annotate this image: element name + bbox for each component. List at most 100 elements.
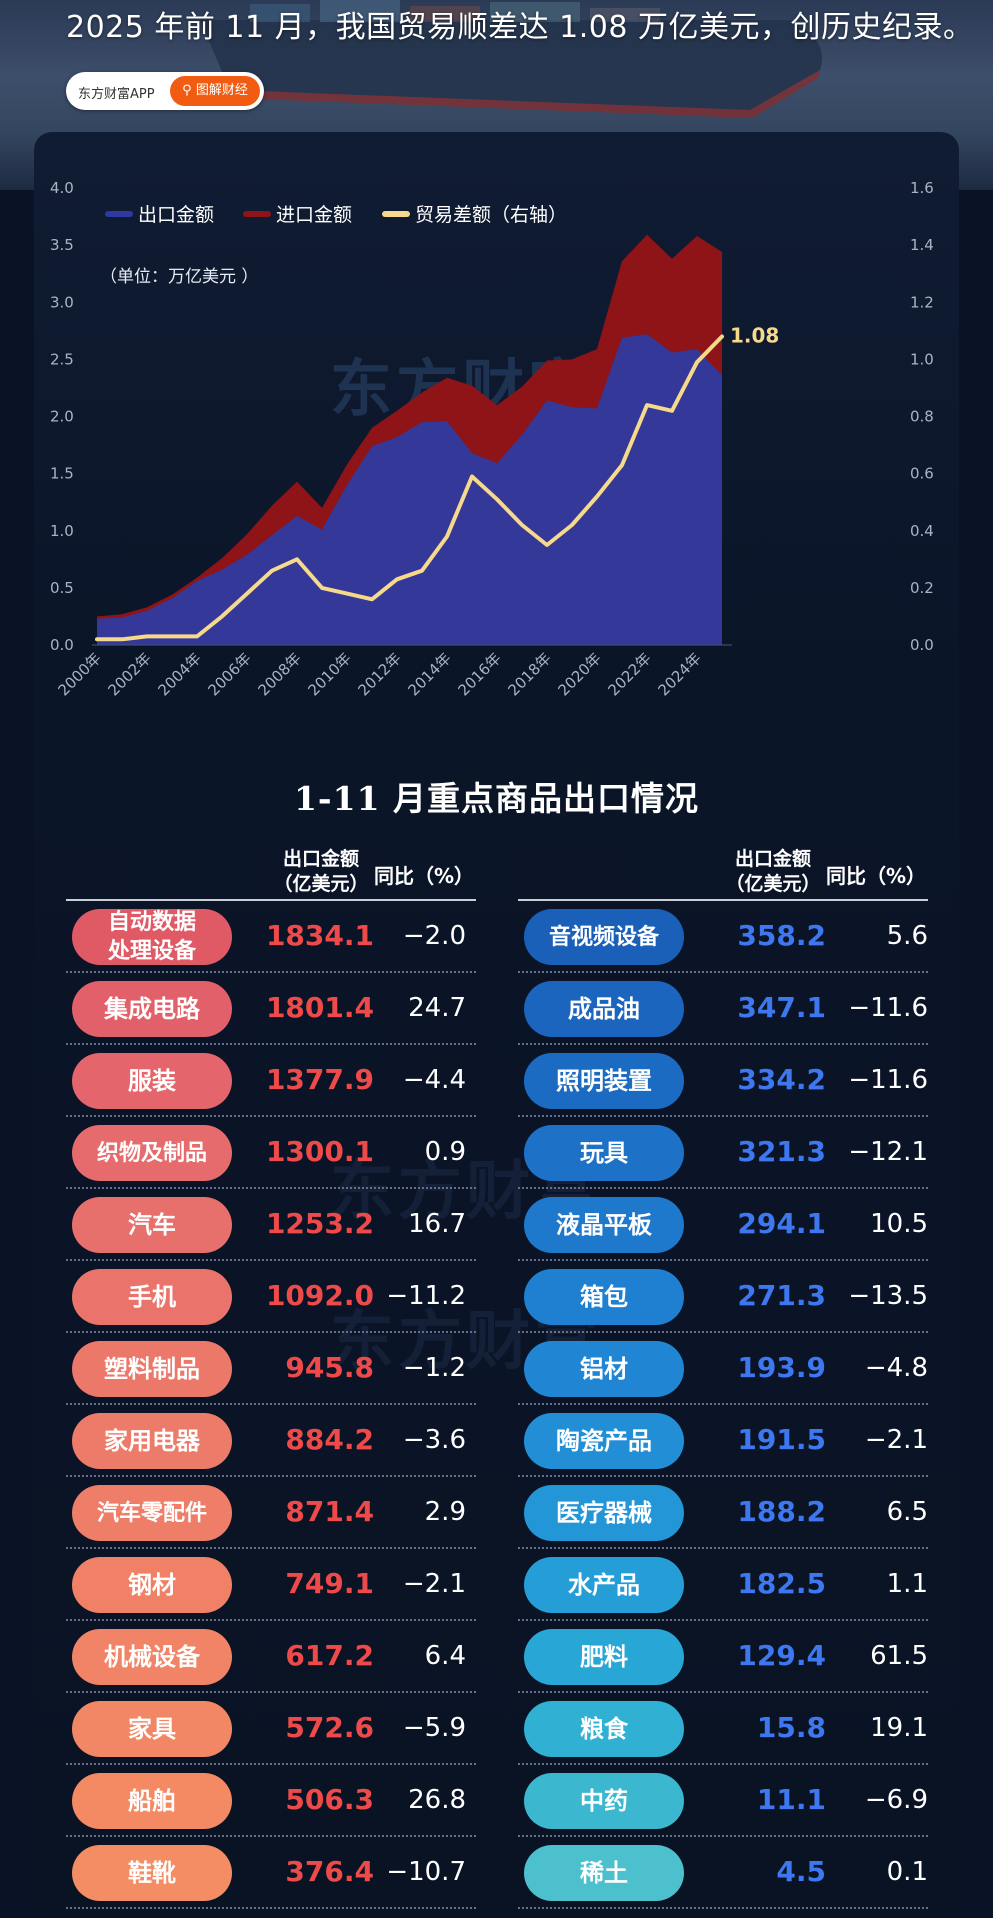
yoy-change: −2.1 xyxy=(402,1569,466,1599)
x-tick-label: 2006年 xyxy=(204,649,254,699)
y-left-tick-label: 4.0 xyxy=(50,179,74,197)
product-name-pill: 汽车 xyxy=(72,1197,232,1253)
balance-point xyxy=(470,475,474,478)
table-row: 稀土 4.5 0.1 xyxy=(518,1837,928,1909)
yoy-change: 6.5 xyxy=(886,1497,928,1527)
balance-point xyxy=(545,543,549,547)
header-value: 出口金额 （亿美元） xyxy=(273,848,369,895)
yoy-change: −4.4 xyxy=(402,1065,466,1095)
balance-point xyxy=(270,569,274,573)
export-value: 358.2 xyxy=(737,919,826,952)
ship-illustration xyxy=(200,0,822,118)
header-yoy: 同比（%） xyxy=(825,864,927,888)
y-left-tick-label: 2.5 xyxy=(50,350,74,368)
yoy-change: 16.7 xyxy=(408,1209,466,1239)
headline: 2025 年前 11 月，我国贸易顺差达 1.08 万亿美元，创历史纪录。 xyxy=(66,10,974,45)
balance-end-label: 1.08 xyxy=(730,324,779,348)
product-name-pill: 钢材 xyxy=(72,1557,232,1613)
tag-button[interactable]: ⚲ 图解财经 xyxy=(170,76,260,106)
yoy-change: 26.8 xyxy=(408,1785,466,1815)
table-row: 中药 11.1 −6.9 xyxy=(518,1765,928,1837)
product-name-pill: 照明装置 xyxy=(524,1053,684,1109)
export-value: 1377.9 xyxy=(265,1063,374,1096)
yoy-change: −3.6 xyxy=(402,1425,466,1455)
export-value: 321.3 xyxy=(737,1135,826,1168)
yoy-change: −2.0 xyxy=(402,921,466,951)
table-row: 照明装置 334.2 −11.6 xyxy=(518,1045,928,1117)
export-value: 1253.2 xyxy=(265,1207,374,1240)
yoy-change: 0.1 xyxy=(886,1857,928,1887)
table-row: 粮食 15.8 19.1 xyxy=(518,1693,928,1765)
product-name-pill: 玩具 xyxy=(524,1125,684,1181)
search-icon: ⚲ xyxy=(182,83,192,98)
table-row: 服装 1377.9 −4.4 xyxy=(66,1045,476,1117)
product-name-pill: 汽车零配件 xyxy=(72,1485,232,1541)
export-value: 182.5 xyxy=(737,1567,826,1600)
balance-point xyxy=(420,569,424,573)
yoy-change: 1.1 xyxy=(886,1569,928,1599)
balance-point xyxy=(395,577,399,581)
balance-point xyxy=(370,597,374,601)
export-value: 884.2 xyxy=(285,1423,374,1456)
legend-label: 进口金额 xyxy=(276,204,352,226)
yoy-change: −11.6 xyxy=(848,1065,928,1095)
balance-point xyxy=(495,497,499,501)
table-row: 塑料制品 945.8 −1.2 xyxy=(66,1333,476,1405)
table-row: 箱包 271.3 −13.5 xyxy=(518,1261,928,1333)
yoy-change: −4.8 xyxy=(864,1353,928,1383)
table-header: 出口金额 （亿美元） 同比（%） xyxy=(66,845,476,899)
yoy-change: −10.7 xyxy=(386,1857,466,1887)
product-name-pill: 织物及制品 xyxy=(72,1125,232,1181)
table-row: 鞋靴 376.4 −10.7 xyxy=(66,1837,476,1909)
table-row: 机械设备 617.2 6.4 xyxy=(66,1621,476,1693)
export-value: 376.4 xyxy=(285,1855,374,1888)
app-badge[interactable]: 东方财富APP ⚲ 图解财经 xyxy=(66,72,264,110)
x-tick-label: 2000年 xyxy=(54,649,104,699)
product-name-pill: 家用电器 xyxy=(72,1413,232,1469)
export-value: 271.3 xyxy=(737,1279,826,1312)
yoy-change: 0.9 xyxy=(424,1137,466,1167)
table-row: 汽车 1253.2 16.7 xyxy=(66,1189,476,1261)
export-value: 334.2 xyxy=(737,1063,826,1096)
table-row: 水产品 182.5 1.1 xyxy=(518,1549,928,1621)
product-name-pill: 鞋靴 xyxy=(72,1845,232,1901)
table-row: 家用电器 884.2 −3.6 xyxy=(66,1405,476,1477)
y-right-tick-label: 0.2 xyxy=(910,579,934,597)
y-left-tick-label: 2.0 xyxy=(50,408,74,426)
y-right-tick-label: 1.0 xyxy=(910,350,934,368)
x-tick-label: 2024年 xyxy=(654,649,704,699)
export-value: 1801.4 xyxy=(265,991,374,1024)
y-right-tick-label: 1.4 xyxy=(910,236,934,254)
product-name-pill: 医疗器械 xyxy=(524,1485,684,1541)
table-row: 家具 572.6 −5.9 xyxy=(66,1693,476,1765)
product-name-pill: 机械设备 xyxy=(72,1629,232,1685)
product-name-pill: 箱包 xyxy=(524,1269,684,1325)
table-header: 出口金额 （亿美元） 同比（%） xyxy=(518,845,928,899)
table-row: 音视频设备 358.2 5.6 xyxy=(518,901,928,973)
yoy-change: −11.2 xyxy=(386,1281,466,1311)
x-tick-label: 2002年 xyxy=(104,649,154,699)
product-name-pill: 中药 xyxy=(524,1773,684,1829)
yoy-change: 6.4 xyxy=(424,1641,466,1671)
balance-point xyxy=(220,614,224,618)
table-row: 织物及制品 1300.1 0.9 xyxy=(66,1117,476,1189)
export-table-right: 出口金额 （亿美元） 同比（%） 音视频设备 358.2 5.6 成品油 347.1 −11… xyxy=(518,845,928,1909)
balance-point xyxy=(520,523,524,527)
table-row: 液晶平板 294.1 10.5 xyxy=(518,1189,928,1261)
export-value: 749.1 xyxy=(285,1567,374,1600)
y-right-tick-label: 1.2 xyxy=(910,293,934,311)
export-table-left: 出口金额 （亿美元） 同比（%） 自动数据 处理设备 1834.1 −2.0 集成电路 18… xyxy=(66,845,476,1909)
header-yoy: 同比（%） xyxy=(373,864,475,888)
y-right-tick-label: 0.6 xyxy=(910,465,934,483)
balance-point xyxy=(245,592,249,596)
x-tick-label: 2014年 xyxy=(404,649,454,699)
balance-point xyxy=(645,403,649,407)
y-right-tick-label: 0.8 xyxy=(910,408,934,426)
balance-point xyxy=(295,557,299,561)
product-name-pill: 成品油 xyxy=(524,981,684,1037)
yoy-change: 19.1 xyxy=(870,1713,928,1743)
yoy-change: −11.6 xyxy=(848,993,928,1023)
balance-point xyxy=(445,535,449,538)
x-tick-label: 2012年 xyxy=(354,649,404,699)
product-name-pill: 集成电路 xyxy=(72,981,232,1037)
